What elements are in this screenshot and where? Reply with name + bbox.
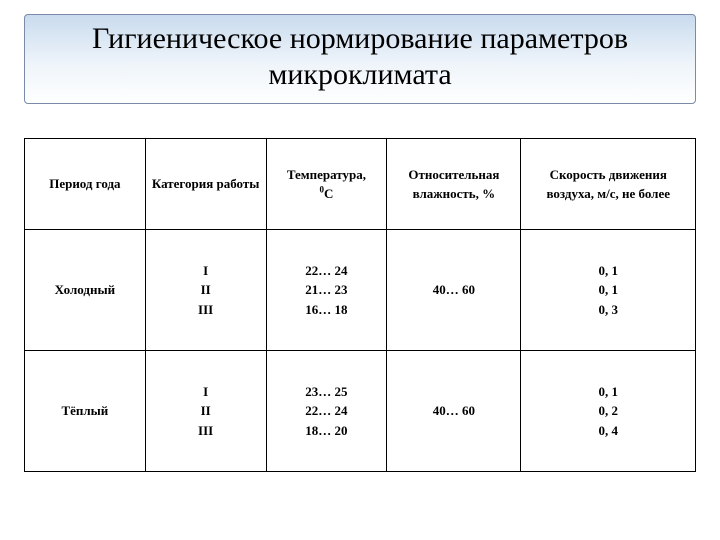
- cat-line: III: [150, 300, 262, 320]
- temp-line: 22… 24: [271, 261, 383, 281]
- header-temperature-label: Температура,: [287, 167, 366, 182]
- speed-line: 0, 1: [525, 382, 691, 402]
- table-row: Тёплый I II III 23… 25 22… 24 18… 20 40……: [25, 351, 696, 472]
- cat-line: II: [150, 280, 262, 300]
- speed-line: 0, 1: [525, 261, 691, 281]
- cat-line: I: [150, 382, 262, 402]
- speed-line: 0, 4: [525, 421, 691, 441]
- slide: Гигиеническое нормирование параметров ми…: [0, 0, 720, 540]
- header-airspeed: Скорость движения воздуха, м/с, не более: [521, 139, 696, 230]
- cell-humidity: 40… 60: [387, 351, 521, 472]
- cat-line: III: [150, 421, 262, 441]
- microclimate-table: Период года Категория работы Температура…: [24, 138, 696, 472]
- cat-line: II: [150, 401, 262, 421]
- cell-airspeed: 0, 1 0, 2 0, 4: [521, 351, 696, 472]
- speed-line: 0, 3: [525, 300, 691, 320]
- table-header-row: Период года Категория работы Температура…: [25, 139, 696, 230]
- header-temperature-letter: С: [324, 186, 333, 201]
- speed-line: 0, 2: [525, 401, 691, 421]
- cell-period: Тёплый: [25, 351, 146, 472]
- temp-line: 18… 20: [271, 421, 383, 441]
- header-period: Период года: [25, 139, 146, 230]
- cell-airspeed: 0, 1 0, 1 0, 3: [521, 230, 696, 351]
- temp-line: 22… 24: [271, 401, 383, 421]
- cell-temperature: 23… 25 22… 24 18… 20: [266, 351, 387, 472]
- header-category: Категория работы: [145, 139, 266, 230]
- temp-line: 21… 23: [271, 280, 383, 300]
- table-row: Холодный I II III 22… 24 21… 23 16… 18 4…: [25, 230, 696, 351]
- header-humidity: Относительная влажность, %: [387, 139, 521, 230]
- cell-category: I II III: [145, 351, 266, 472]
- temp-line: 23… 25: [271, 382, 383, 402]
- title-box: Гигиеническое нормирование параметров ми…: [24, 14, 696, 104]
- cell-category: I II III: [145, 230, 266, 351]
- header-temperature: Температура, 0С: [266, 139, 387, 230]
- cell-humidity: 40… 60: [387, 230, 521, 351]
- speed-line: 0, 1: [525, 280, 691, 300]
- cell-temperature: 22… 24 21… 23 16… 18: [266, 230, 387, 351]
- temp-line: 16… 18: [271, 300, 383, 320]
- cat-line: I: [150, 261, 262, 281]
- page-title: Гигиеническое нормирование параметров ми…: [35, 21, 685, 93]
- cell-period: Холодный: [25, 230, 146, 351]
